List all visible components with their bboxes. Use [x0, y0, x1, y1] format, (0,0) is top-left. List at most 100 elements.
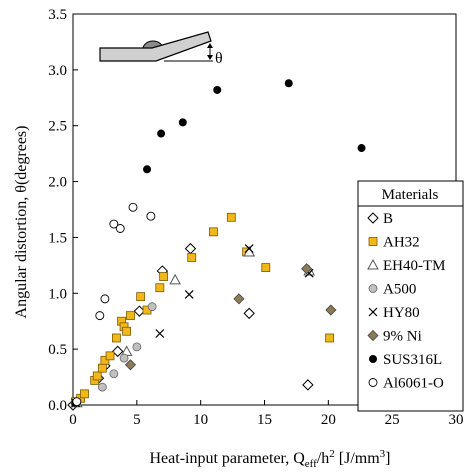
data-point [80, 389, 89, 399]
data-point [157, 129, 166, 138]
data-point [178, 118, 187, 127]
data-point [92, 371, 102, 381]
data-point [143, 165, 152, 174]
legend-item: EH40-TM [367, 258, 446, 274]
data-point [243, 307, 255, 320]
x-axis-label-sub: eff [305, 458, 317, 470]
data-point [132, 342, 142, 352]
legend-label: B [383, 211, 393, 227]
legend-item: HY80 [368, 305, 420, 321]
data-point [112, 333, 121, 343]
y-tick-label: 1.5 [48, 230, 67, 246]
data-point [128, 202, 138, 212]
series-sus316l [71, 79, 366, 407]
legend-item: 9% Ni [367, 329, 422, 345]
y-tick-label: 1.0 [48, 286, 67, 302]
y-tick-label: 0.5 [48, 342, 67, 358]
data-point [97, 363, 107, 373]
data-point [97, 382, 107, 392]
data-point [122, 326, 132, 336]
legend-item: A500 [368, 282, 416, 298]
data-point [325, 333, 335, 343]
data-point [244, 244, 254, 254]
x-tick-label: 0 [69, 412, 77, 428]
legend-marker [368, 237, 378, 246]
x-axis-label-sup: 2 [329, 448, 335, 460]
angle-arrow-head-top [207, 43, 213, 48]
legend-items: B AH32 EH40-TM A500 HY80 9% Ni SUS316L Al6061-O [367, 211, 446, 392]
legend-marker [367, 212, 379, 224]
x-tick-label: 15 [257, 412, 272, 428]
y-tick-label: 2.5 [48, 119, 67, 135]
data-point [213, 85, 222, 94]
data-point [124, 359, 137, 371]
bent-plate [99, 31, 212, 62]
data-point [159, 272, 169, 281]
legend-marker [369, 355, 377, 363]
distortion-schematic: θ [99, 31, 223, 67]
x-tick-label: 25 [385, 412, 400, 428]
legend-marker [368, 284, 378, 293]
data-point [146, 211, 156, 221]
data-point [169, 273, 181, 285]
legend-item: AH32 [368, 235, 420, 251]
series-9-ni [69, 263, 337, 409]
data-point [301, 263, 313, 275]
x-axis-label-unit-end: ] [385, 450, 390, 467]
x-tick-label: 30 [449, 412, 464, 428]
theta-label: θ [215, 50, 223, 67]
legend: Materials B AH32 EH40-TM A500 HY80 9% Ni SUS31… [357, 180, 464, 412]
data-markers [67, 79, 366, 411]
x-tick-label: 10 [193, 412, 208, 428]
data-point [111, 345, 124, 358]
legend-label: 9% Ni [383, 329, 422, 345]
legend-item: SUS316L [369, 352, 442, 368]
data-point [109, 369, 119, 379]
data-point [184, 242, 197, 255]
data-point [147, 302, 157, 312]
data-point [100, 294, 110, 304]
series-eh40-tm [70, 245, 316, 408]
x-tick-label: 5 [133, 412, 141, 428]
data-point [126, 311, 135, 321]
data-point [155, 283, 165, 293]
data-point [136, 292, 146, 302]
x-axis-label-main: Heat-input parameter, Q [150, 450, 306, 467]
data-point [226, 212, 236, 222]
data-point [284, 79, 293, 88]
data-point [115, 224, 125, 233]
data-point [187, 253, 197, 262]
x-axis-label-unit: [J/mm [335, 450, 380, 467]
x-axis-label-unit-sup: 3 [380, 448, 386, 460]
data-point [184, 289, 194, 299]
legend-label: HY80 [383, 305, 420, 321]
angle-arrow-head-bottom [207, 55, 213, 60]
data-point [109, 219, 119, 229]
legend-marker [368, 378, 378, 387]
data-point [302, 379, 314, 391]
data-point [95, 311, 105, 321]
data-point [357, 144, 366, 153]
legend-label: AH32 [383, 235, 420, 251]
y-tick-label: 3.5 [48, 7, 67, 23]
y-tick-label: 3.0 [48, 63, 67, 79]
legend-marker [367, 258, 379, 270]
x-axis-label-mid: /h [317, 450, 329, 467]
data-point [72, 397, 82, 407]
legend-label: EH40-TM [383, 258, 446, 274]
y-axis-label: Angular distortion, θ(degrees) [13, 126, 30, 319]
data-point [209, 227, 218, 237]
legend-item: Al6061-O [368, 376, 444, 392]
series-al6061-o [72, 202, 156, 407]
x-tick-label: 20 [321, 412, 336, 428]
data-point [325, 304, 337, 316]
legend-marker [367, 329, 379, 342]
legend-label: SUS316L [383, 352, 442, 368]
x-axis-label: Heat-input parameter, Qeff/h2 [J/mm3] [150, 448, 391, 470]
y-tick-label: 2.0 [48, 175, 67, 191]
data-point [155, 329, 165, 338]
legend-marker [368, 307, 378, 317]
data-point [119, 353, 129, 363]
legend-label: Al6061-O [383, 376, 444, 392]
